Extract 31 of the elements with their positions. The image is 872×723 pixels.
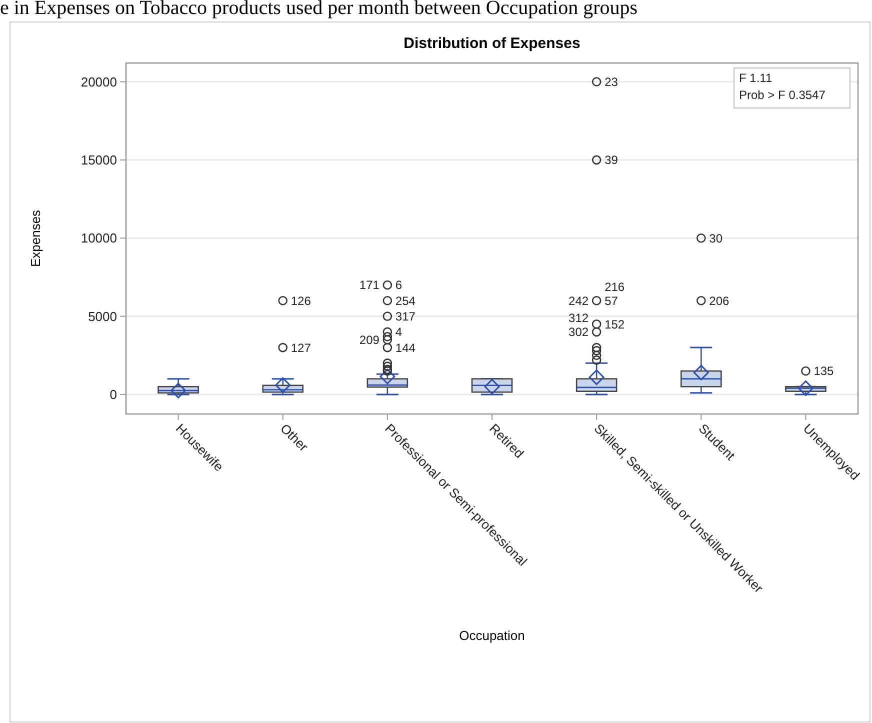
y-tick-label: 10000 — [80, 230, 117, 246]
annotation: 144 — [395, 340, 416, 355]
x-axis-title: Occupation — [459, 628, 525, 643]
annotation: 23 — [604, 74, 618, 89]
annotation: 254 — [395, 294, 416, 308]
y-axis-title: Expenses — [28, 209, 43, 268]
annotation: 206 — [709, 294, 730, 308]
annotation: 209 — [359, 332, 380, 347]
annotation: 4 — [395, 325, 402, 340]
text: e in Expenses on Tobacco products used per month between Occupation groups — [0, 0, 638, 19]
annotation: 6 — [395, 278, 402, 292]
annotation: 216 — [604, 280, 625, 294]
annotation: 171 — [359, 278, 380, 292]
annotation: 39 — [604, 153, 618, 168]
annotation: 30 — [709, 231, 723, 246]
y-tick-label: 20000 — [80, 74, 117, 90]
y-tick-label: 0 — [110, 387, 117, 402]
annotation: 127 — [290, 340, 312, 355]
annotation: 152 — [604, 317, 625, 332]
annotation: 312 — [568, 311, 589, 326]
y-tick-label: 5000 — [88, 308, 117, 324]
annotation: 302 — [568, 325, 589, 340]
annotation: F 1.11 — [739, 71, 772, 85]
chart-title: Distribution of Expenses — [404, 35, 580, 52]
y-tick-label: 15000 — [80, 152, 117, 168]
annotation: 126 — [290, 294, 312, 308]
annotation: 242 — [568, 294, 589, 308]
annotation: 317 — [395, 309, 416, 324]
annotation: Prob > F 0.3547 — [739, 88, 826, 102]
annotation: 135 — [814, 364, 834, 378]
annotation: 57 — [604, 294, 618, 308]
